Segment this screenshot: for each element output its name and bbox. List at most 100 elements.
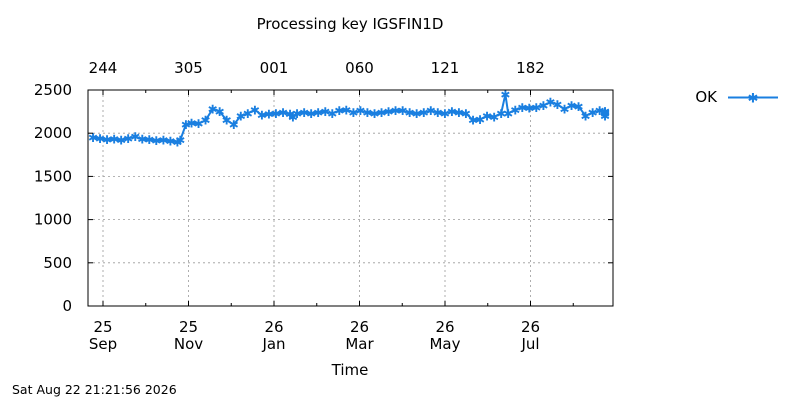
data-point: ✱ xyxy=(405,106,415,120)
legend-label-ok: OK xyxy=(695,88,718,106)
data-point: ✱ xyxy=(88,131,98,145)
x-axis-label: Time xyxy=(331,361,369,379)
data-point: ✱ xyxy=(95,132,105,146)
data-point: ✱ xyxy=(292,107,302,121)
data-point: ✱ xyxy=(426,104,436,118)
data-point: ✱ xyxy=(468,114,478,128)
data-point: ✱ xyxy=(461,107,471,121)
data-point: ✱ xyxy=(600,105,610,119)
data-point: ✱ xyxy=(454,106,464,120)
data-point: ✱ xyxy=(398,104,408,118)
series-ok: ✱✱✱✱✱✱✱✱✱✱✱✱✱✱✱✱✱✱✱✱✱✱✱✱✱✱✱✱✱✱✱✱✱✱✱✱✱✱✱✱… xyxy=(88,88,610,150)
data-point: ✱ xyxy=(215,105,225,119)
data-point: ✱ xyxy=(552,98,562,112)
data-point: ✱ xyxy=(500,88,510,102)
data-point: ✱ xyxy=(116,134,126,148)
data-point: ✱ xyxy=(306,107,316,121)
data-point: ✱ xyxy=(229,118,239,132)
x-tick-label-day: 26 xyxy=(264,318,283,336)
data-point: ✱ xyxy=(348,106,358,120)
x-top-tick-label: 244 xyxy=(89,59,118,77)
data-point: ✱ xyxy=(334,104,344,118)
x-top-tick-label: 182 xyxy=(516,59,545,77)
data-point: ✱ xyxy=(489,110,499,124)
data-point: ✱ xyxy=(264,108,274,122)
x-tick-label-month: Jul xyxy=(520,335,539,353)
data-point: ✱ xyxy=(447,105,457,119)
x-tick-label-month: Jan xyxy=(261,335,285,353)
data-point: ✱ xyxy=(517,101,527,115)
data-point: ✱ xyxy=(600,107,610,121)
data-point: ✱ xyxy=(250,103,260,117)
legend-marker-ok: ✱ xyxy=(748,92,759,107)
data-point: ✱ xyxy=(201,114,211,128)
y-tick-label: 2500 xyxy=(34,81,72,99)
chart-title: Processing key IGSFIN1D xyxy=(257,15,444,33)
timestamp: Sat Aug 22 21:21:56 2026 xyxy=(12,382,177,397)
x-tick-label-day: 25 xyxy=(179,318,198,336)
data-point: ✱ xyxy=(412,107,422,121)
data-point: ✱ xyxy=(391,104,401,118)
data-point: ✱ xyxy=(482,109,492,123)
y-tick-label: 2000 xyxy=(34,124,72,142)
data-point: ✱ xyxy=(236,109,246,123)
data-point: ✱ xyxy=(566,99,576,113)
data-point: ✱ xyxy=(440,107,450,121)
data-point: ✱ xyxy=(137,133,147,147)
data-point: ✱ xyxy=(243,107,253,121)
series-layer: ✱✱✱✱✱✱✱✱✱✱✱✱✱✱✱✱✱✱✱✱✱✱✱✱✱✱✱✱✱✱✱✱✱✱✱✱✱✱✱✱… xyxy=(88,88,610,150)
data-point: ✱ xyxy=(123,132,133,146)
data-point: ✱ xyxy=(600,109,610,123)
data-point: ✱ xyxy=(130,130,140,144)
data-point: ✱ xyxy=(222,114,232,128)
plot-frame xyxy=(87,89,614,307)
x-tick-label-month: Nov xyxy=(174,335,203,353)
data-point: ✱ xyxy=(288,110,298,124)
y-tick-label: 0 xyxy=(62,297,72,315)
data-point: ✱ xyxy=(175,134,185,148)
tick-labels: 0500100015002000250025Sep25Nov26Jan26Mar… xyxy=(34,59,545,353)
data-point: ✱ xyxy=(588,106,598,120)
data-point: ✱ xyxy=(172,135,182,149)
series-line xyxy=(92,94,606,143)
data-point: ✱ xyxy=(581,109,591,123)
grid-lines xyxy=(88,90,613,306)
legend[interactable]: OK ✱ xyxy=(695,88,778,107)
data-point: ✱ xyxy=(144,133,154,147)
y-tick-label: 1500 xyxy=(34,167,72,185)
data-point: ✱ xyxy=(384,105,394,119)
data-point: ✱ xyxy=(341,103,351,117)
data-point: ✱ xyxy=(165,134,175,148)
data-point: ✱ xyxy=(475,113,485,127)
data-point: ✱ xyxy=(600,106,610,120)
data-point: ✱ xyxy=(158,134,168,148)
data-point: ✱ xyxy=(419,106,429,120)
x-top-tick-label: 121 xyxy=(431,59,460,77)
x-tick-label-month: May xyxy=(429,335,460,353)
x-tick-label-day: 26 xyxy=(350,318,369,336)
data-point: ✱ xyxy=(299,106,309,120)
data-point: ✱ xyxy=(285,108,295,122)
data-point: ✱ xyxy=(109,133,119,147)
x-top-tick-label: 001 xyxy=(260,59,289,77)
data-point: ✱ xyxy=(208,103,218,117)
data-point: ✱ xyxy=(376,106,386,120)
x-tick-label-day: 25 xyxy=(93,318,112,336)
data-point: ✱ xyxy=(538,99,548,113)
x-tick-label-month: Sep xyxy=(89,335,117,353)
data-point: ✱ xyxy=(574,100,584,114)
data-point: ✱ xyxy=(510,103,520,117)
data-point: ✱ xyxy=(433,106,443,120)
data-point: ✱ xyxy=(313,106,323,120)
x-top-tick-label: 060 xyxy=(345,59,374,77)
data-point: ✱ xyxy=(278,106,288,120)
axis-ticks xyxy=(88,89,613,307)
data-point: ✱ xyxy=(369,107,379,121)
y-tick-label: 1000 xyxy=(34,211,72,229)
data-point: ✱ xyxy=(559,103,569,117)
x-tick-label-day: 26 xyxy=(521,318,540,336)
data-point: ✱ xyxy=(600,106,610,120)
data-point: ✱ xyxy=(524,102,534,116)
data-point: ✱ xyxy=(271,107,281,121)
